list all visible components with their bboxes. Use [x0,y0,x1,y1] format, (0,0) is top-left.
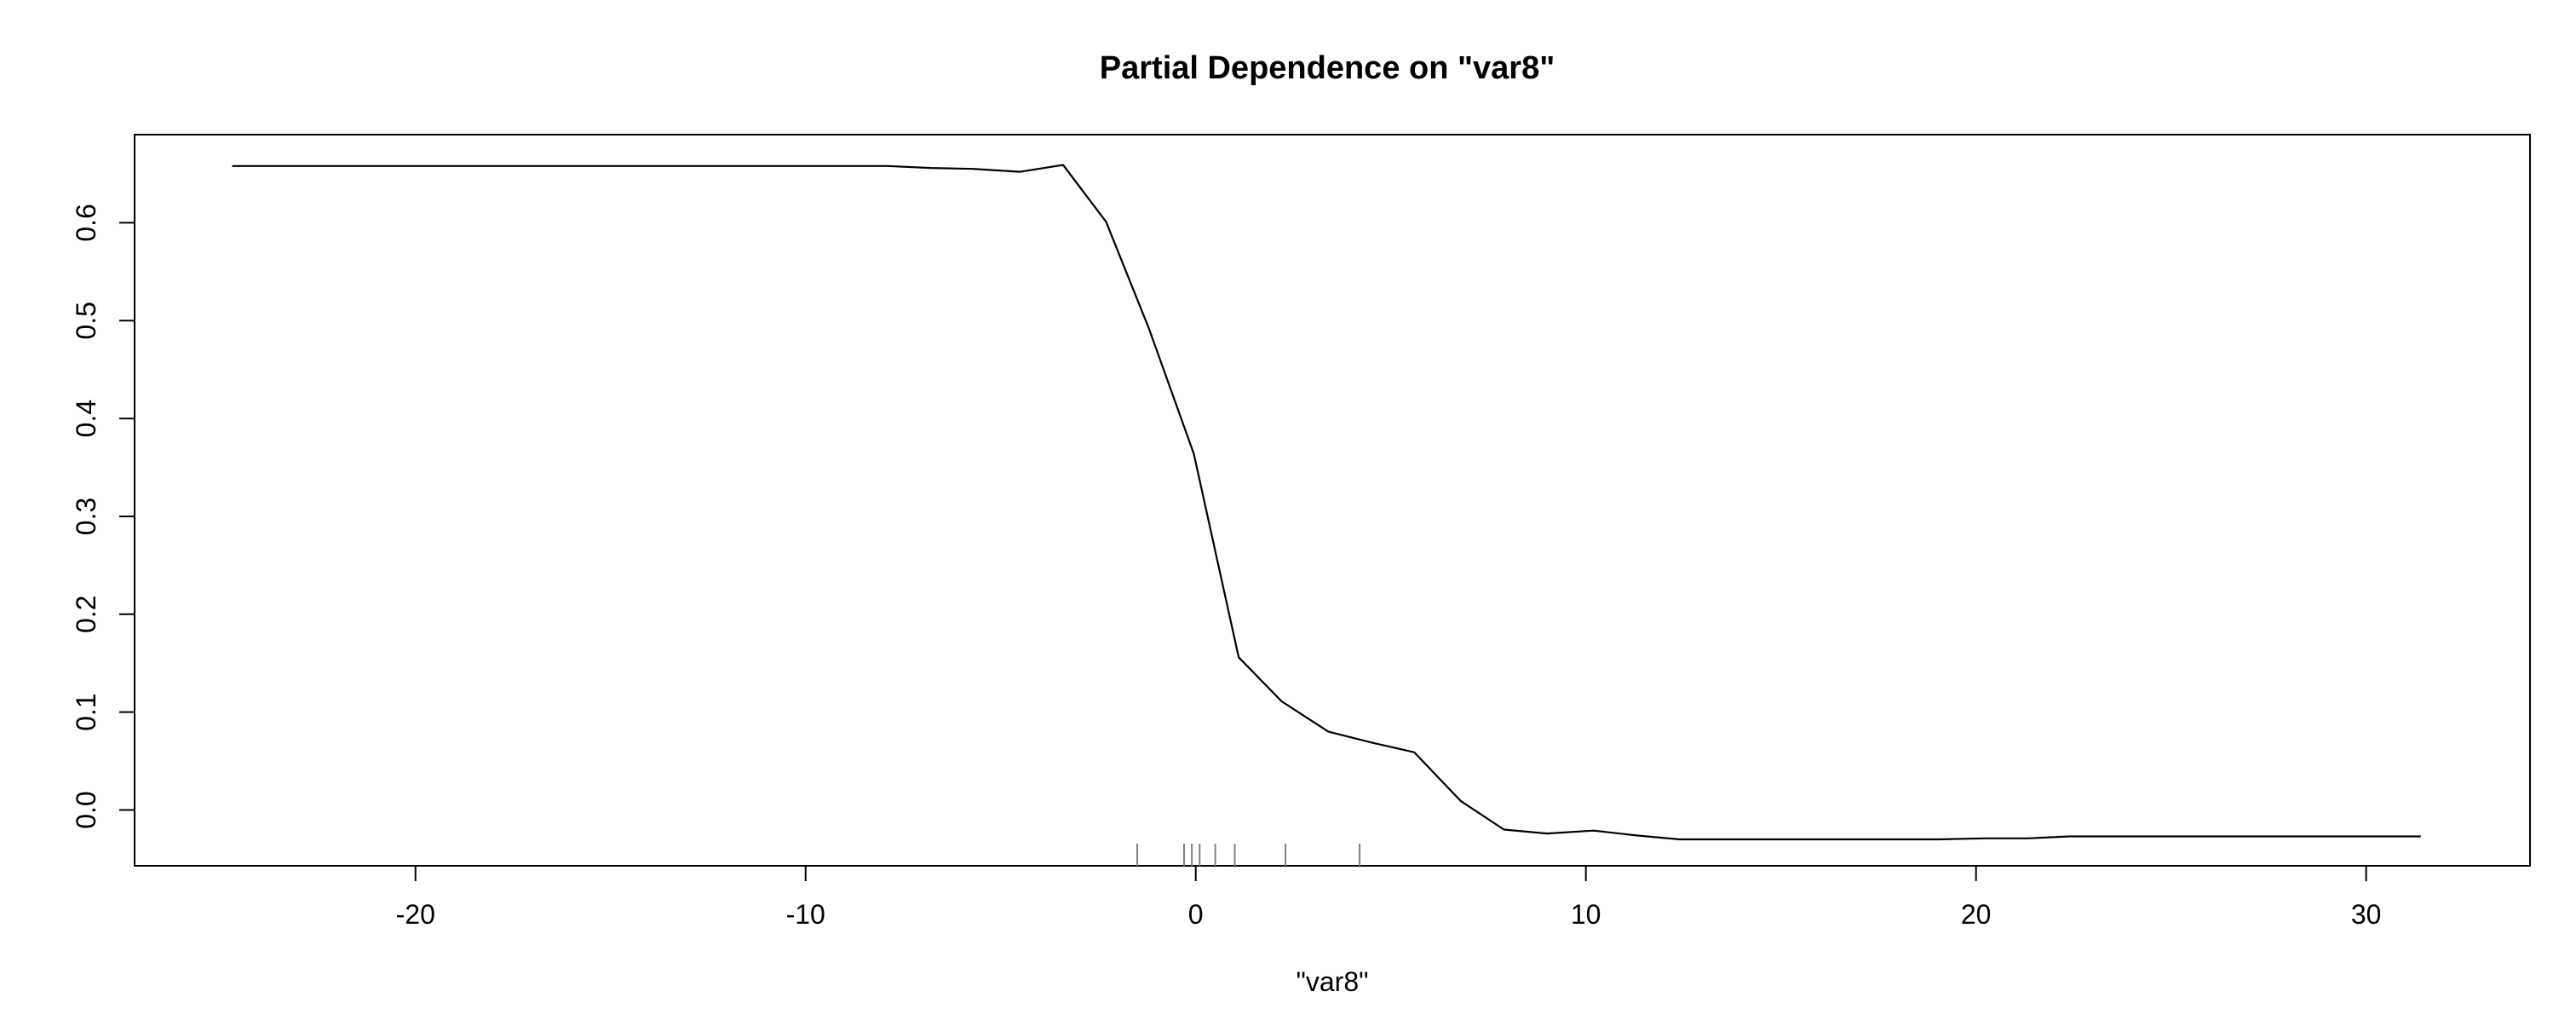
x-tick-label: 30 [2351,899,2382,930]
x-tick-label: 20 [1961,899,1992,930]
y-tick-label: 0.5 [71,302,101,339]
y-tick-label: 0.4 [71,400,101,437]
series-line [232,164,2421,841]
plot-frame [134,134,2531,867]
x-axis: -20 -10 0 10 20 30 [396,865,2382,930]
y-tick-label: 0.1 [71,693,101,730]
x-tick-label: -20 [396,899,435,930]
y-axis: 0.0 0.1 0.2 0.3 0.4 0.5 0.6 [71,204,135,829]
y-tick-label: 0.3 [71,498,101,535]
y-tick-label: 0.6 [71,204,101,241]
y-tick-label: 0.0 [71,791,101,828]
x-tick-label: -10 [786,899,825,930]
chart-title: Partial Dependence on "var8" [1100,50,1555,86]
rug-marks [1136,844,1361,866]
series-group [232,164,2421,841]
x-axis-label: "var8" [1297,966,1369,997]
x-tick-label: 10 [1571,899,1601,930]
x-tick-label: 0 [1188,899,1204,930]
y-tick-label: 0.2 [71,596,101,633]
